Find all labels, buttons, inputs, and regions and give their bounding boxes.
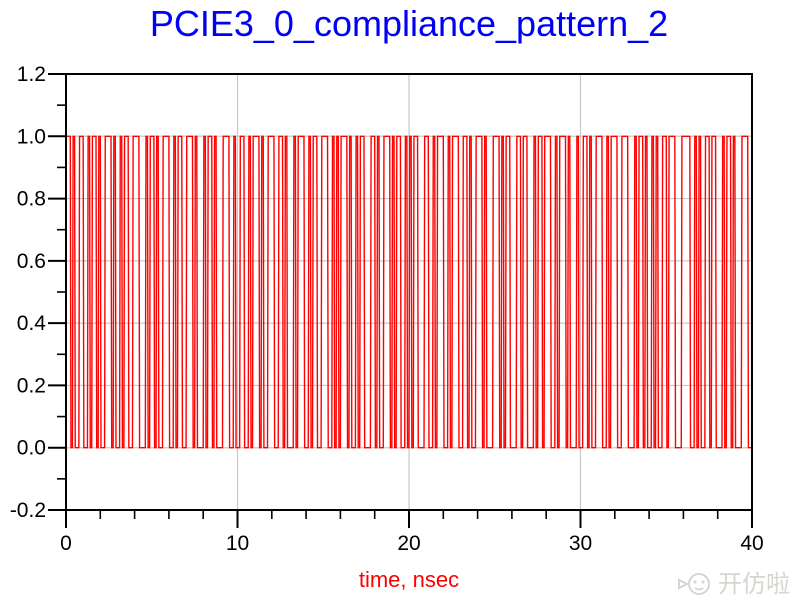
y-tick-label: 0.6 [17,250,46,273]
watermark-logo-icon [678,573,710,595]
x-tick-label: 30 [569,532,592,555]
x-tick-label: 10 [226,532,249,555]
x-tick-label: 20 [397,532,420,555]
y-tick-label: 1.0 [17,125,46,148]
x-tick-label: 0 [60,532,72,555]
waveform-trace [66,135,752,449]
y-tick-label: 0.8 [17,188,46,211]
y-tick-label: 1.2 [17,63,46,86]
chart-title: PCIE3_0_compliance_pattern_2 [149,3,669,44]
y-tick-label: 0.0 [17,437,46,460]
watermark: 开仿啦 [678,571,790,599]
x-axis-title: time, nsec [358,567,460,592]
y-tick-label: 0.4 [17,312,47,335]
x-tick-label: 40 [740,532,763,555]
y-tick-label: 0.2 [17,374,46,397]
watermark-text: 开仿啦 [718,571,790,598]
y-tick-label: -0.2 [10,499,46,522]
